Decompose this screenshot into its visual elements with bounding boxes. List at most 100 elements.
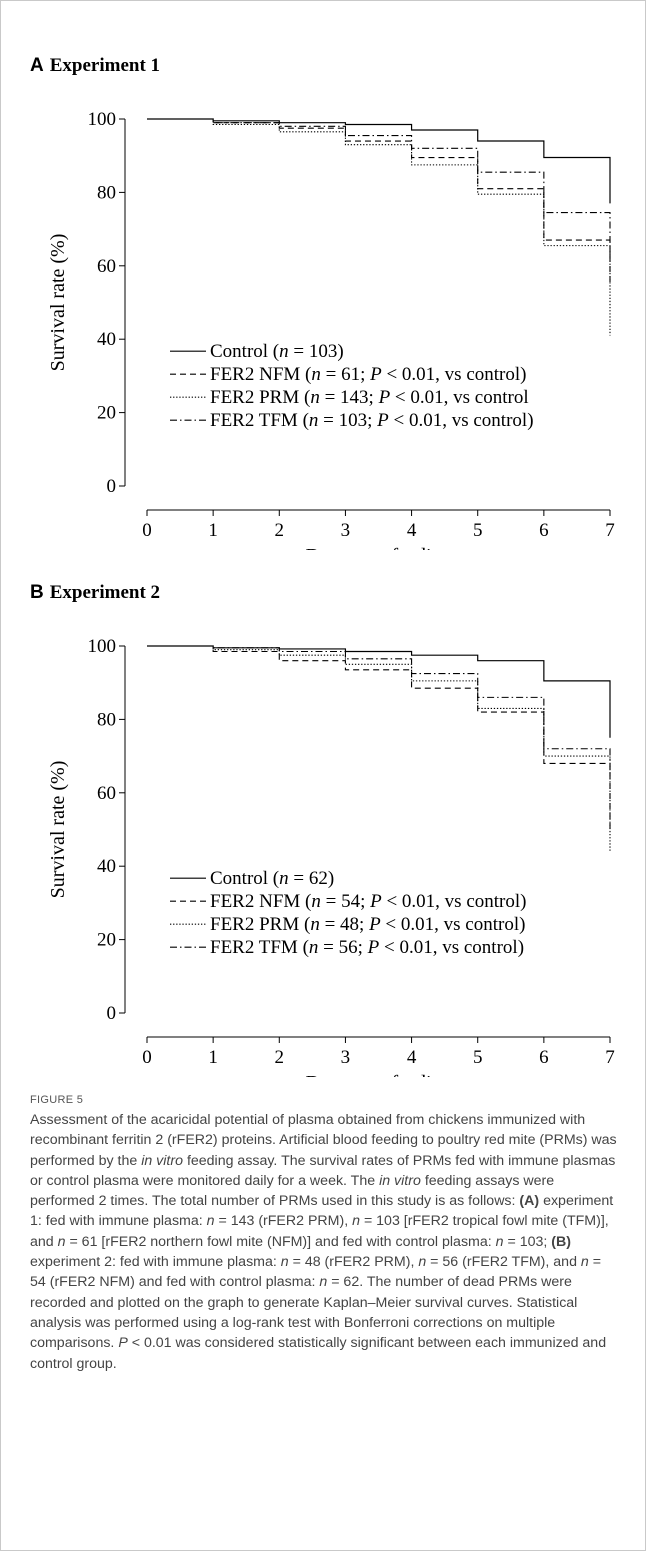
- legend-entry: FER2 PRM (n = 48; P < 0.01, vs control): [210, 914, 525, 935]
- x-tick-label: 6: [539, 520, 549, 541]
- legend-text-run: Control (: [210, 341, 279, 362]
- caption-run: (A): [519, 1193, 540, 1210]
- panel-a-letter: A: [30, 55, 44, 76]
- legend-text-run: < 0.01, vs control): [382, 364, 527, 385]
- legend-text-run: n: [279, 341, 289, 362]
- caption-run: n: [580, 1254, 589, 1271]
- legend-text-run: n: [311, 891, 321, 912]
- series-line-fer2-tfm: [147, 645, 611, 775]
- caption-run: n: [57, 1233, 66, 1250]
- y-tick-label: 0: [107, 476, 117, 497]
- legend-text-run: < 0.01, vs control): [381, 914, 526, 935]
- series-line-fer2-prm: [147, 118, 611, 336]
- legend-text-run: FER2 PRM (: [210, 387, 310, 408]
- legend-text-run: = 54;: [321, 891, 370, 912]
- survival-chart-experiment-2: 0 20 40 60 80 100 0 1 2 3 4 5 6 7 Days post-feeding Sur…: [47, 636, 615, 1077]
- legend-text-run: < 0.01, vs control): [379, 937, 524, 958]
- series-line-fer2-tfm: [147, 118, 611, 259]
- series-line-control: [147, 118, 611, 204]
- legend-entry: Control (n = 103): [210, 341, 344, 362]
- caption-run: = 56 (rFER2 TFM), and: [426, 1254, 581, 1271]
- x-tick-label: 7: [605, 520, 615, 541]
- legend-text-run: = 103): [289, 341, 344, 362]
- legend-entry: FER2 TFM (n = 56; P < 0.01, vs control): [210, 937, 524, 958]
- legend-text-run: P: [367, 937, 380, 958]
- x-tick-label: 4: [407, 1047, 417, 1068]
- legend-text-run: < 0.01, vs control: [390, 387, 528, 408]
- caption-run: experiment 1: fed with immune plasma:: [30, 1193, 614, 1230]
- x-tick-label: 0: [142, 520, 152, 541]
- legend-text-run: n: [309, 937, 319, 958]
- legend-text-run: n: [310, 387, 320, 408]
- caption-run: P: [118, 1335, 128, 1352]
- y-tick-label: 40: [97, 329, 116, 350]
- legend-text-run: FER2 TFM (: [210, 410, 309, 431]
- legend-text-run: n: [279, 868, 289, 889]
- legend-text-run: n: [309, 410, 319, 431]
- caption-run: experiment 2: fed with immune plasma:: [30, 1254, 281, 1271]
- x-tick-label: 1: [208, 1047, 218, 1068]
- caption-run: = 62. The number of dead PRMs were recor…: [30, 1274, 578, 1352]
- caption-run: n: [280, 1254, 289, 1271]
- y-tick-label: 20: [97, 930, 116, 951]
- y-tick-label: 60: [97, 783, 116, 804]
- caption-run: = 48 (rFER2 PRM),: [288, 1254, 419, 1271]
- series-line-fer2-prm: [147, 645, 611, 852]
- y-tick-label: 80: [97, 709, 116, 730]
- panel-a-heading: Experiment 1: [49, 55, 161, 76]
- legend-text-run: FER2 NFM (: [210, 891, 311, 912]
- legend-entry: FER2 PRM (n = 143; P < 0.01, vs control: [210, 387, 529, 408]
- caption-run: = 54 (rFER2 NFM) and fed with control pl…: [30, 1254, 602, 1291]
- caption-run: in vitro: [379, 1172, 421, 1189]
- y-tick-label: 100: [88, 636, 117, 657]
- caption-run: = 143 (rFER2 PRM),: [214, 1213, 353, 1230]
- legend-text-run: n: [310, 914, 320, 935]
- caption-run: < 0.01 was considered statistically sign…: [30, 1335, 607, 1372]
- x-tick-label: 2: [275, 520, 285, 541]
- series-line-control: [147, 645, 611, 738]
- legend-text-run: FER2 PRM (: [210, 914, 310, 935]
- x-tick-label: 4: [407, 520, 417, 541]
- legend-text-run: Control (: [210, 868, 279, 889]
- figure-caption: FIGURE 5 Assessment of the acaricidal po…: [30, 1094, 620, 1374]
- panel-a-title: A Experiment 1: [30, 55, 160, 77]
- y-axis-label: Survival rate (%): [47, 761, 69, 899]
- x-axis-label: Days post-feeding: [305, 1072, 451, 1077]
- legend-text-run: < 0.01, vs control): [389, 410, 534, 431]
- legend-entry: Control (n = 62): [210, 868, 334, 889]
- figure-label: FIGURE 5: [30, 1094, 84, 1106]
- panel-b-title: B Experiment 2: [30, 582, 160, 604]
- y-tick-label: 40: [97, 856, 116, 877]
- x-tick-label: 0: [142, 1047, 152, 1068]
- caption-run: feeding assays were performed 2 times. T…: [30, 1172, 555, 1210]
- legend-text-run: = 103;: [318, 410, 377, 431]
- x-tick-label: 3: [341, 1047, 351, 1068]
- series-line-fer2-nfm: [147, 118, 611, 285]
- legend-text-run: P: [369, 891, 382, 912]
- legend-entry: FER2 NFM (n = 61; P < 0.01, vs control): [210, 364, 526, 385]
- legend-text-run: < 0.01, vs control): [382, 891, 527, 912]
- y-tick-label: 60: [97, 256, 116, 277]
- legend-entry: FER2 TFM (n = 103; P < 0.01, vs control): [210, 410, 534, 431]
- legend-text-run: n: [311, 364, 321, 385]
- figure-caption-text: Assessment of the acaricidal potential o…: [30, 1110, 620, 1374]
- y-tick-label: 100: [88, 109, 117, 130]
- x-tick-label: 7: [605, 1047, 615, 1068]
- series-line-fer2-nfm: [147, 645, 611, 830]
- caption-run: n: [352, 1213, 360, 1230]
- x-tick-label: 2: [275, 1047, 285, 1068]
- caption-run: (B): [551, 1233, 571, 1250]
- survival-chart-experiment-1: 0 20 40 60 80 100 0 1 2 3 4 5 6 7 Days post-feeding Sur…: [47, 109, 615, 550]
- x-tick-label: 6: [539, 1047, 549, 1068]
- y-tick-label: 80: [97, 182, 116, 203]
- caption-run: n: [495, 1233, 504, 1250]
- legend-entry: FER2 NFM (n = 54; P < 0.01, vs control): [210, 891, 526, 912]
- legend-text-run: = 143;: [320, 387, 379, 408]
- legend-text-run: P: [378, 387, 391, 408]
- legend-text-run: P: [368, 914, 381, 935]
- legend-text-run: FER2 NFM (: [210, 364, 311, 385]
- y-tick-label: 20: [97, 403, 116, 424]
- caption-run: n: [418, 1254, 427, 1271]
- y-tick-label: 0: [107, 1003, 117, 1024]
- caption-run: n: [206, 1213, 215, 1230]
